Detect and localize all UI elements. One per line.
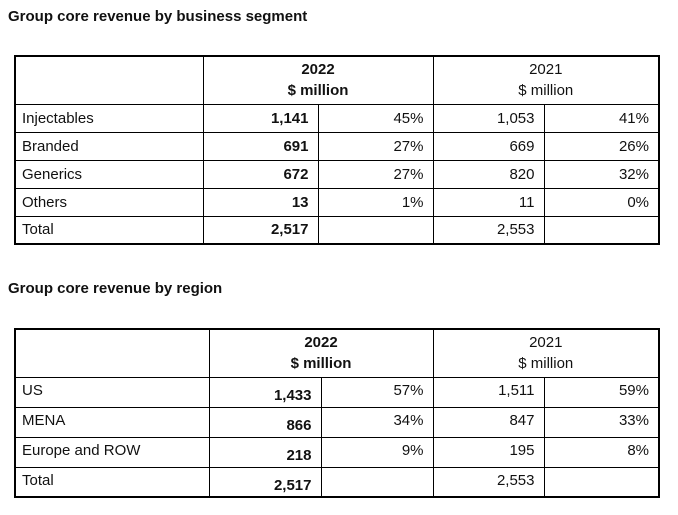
- pct-2021: 33%: [543, 406, 660, 438]
- value-2022: 691: [202, 131, 319, 161]
- segment-label: Branded: [14, 131, 204, 161]
- value-2021: 1,511: [432, 376, 545, 408]
- pct-2021: 32%: [543, 159, 660, 189]
- table-row: Injectables 1,141 45% 1,053 41%: [14, 103, 660, 133]
- value-2021: 847: [432, 406, 545, 438]
- region-label: US: [14, 376, 210, 408]
- region-label: Total: [14, 466, 210, 498]
- value-2021: 1,053: [432, 103, 545, 133]
- pct-2022: 34%: [320, 406, 434, 438]
- value-2022: 1,433: [273, 386, 312, 404]
- pct-2021: [543, 466, 660, 498]
- pct-2022: 27%: [317, 131, 434, 161]
- year-2022-label: 2022: [301, 61, 335, 79]
- col-header-2022: 2022 $ million: [202, 55, 434, 105]
- unit-2022-label: $ million: [290, 355, 352, 373]
- year-2022-label: 2022: [304, 334, 338, 352]
- segment-label: Total: [14, 215, 204, 245]
- total-row: Total 2,517 2,553: [14, 215, 660, 245]
- col-header-2022: 2022 $ million: [208, 328, 434, 378]
- pct-2021: [543, 215, 660, 245]
- revenue-by-segment-table: 2022 $ million 2021 $ million Injectable…: [14, 55, 660, 245]
- table-row: Others 13 1% 11 0%: [14, 187, 660, 217]
- year-2021-label: 2021: [529, 61, 563, 79]
- pct-2022: 1%: [317, 187, 434, 217]
- region-label: MENA: [14, 406, 210, 438]
- value-2022: 13: [202, 187, 319, 217]
- pct-2022: [317, 215, 434, 245]
- region-label: Europe and ROW: [14, 436, 210, 468]
- pct-2022: 57%: [320, 376, 434, 408]
- table-row: Branded 691 27% 669 26%: [14, 131, 660, 161]
- pct-2022: 27%: [317, 159, 434, 189]
- value-2022: 672: [202, 159, 319, 189]
- unit-2021-label: $ million: [518, 355, 574, 373]
- table-row: MENA 866 34% 847 33%: [14, 406, 660, 438]
- table2-title: Group core revenue by region: [8, 280, 223, 297]
- table-row: US 1,433 57% 1,511 59%: [14, 376, 660, 408]
- unit-2021-label: $ million: [518, 82, 574, 100]
- pct-2021: 0%: [543, 187, 660, 217]
- table1-title: Group core revenue by business segment: [8, 8, 308, 25]
- pct-2022: 9%: [320, 436, 434, 468]
- value-2021: 11: [432, 187, 545, 217]
- pct-2021: 26%: [543, 131, 660, 161]
- value-2022: 1,141: [202, 103, 319, 133]
- value-2021: 2,553: [432, 215, 545, 245]
- revenue-by-region-table: 2022 $ million 2021 $ million US 1,433 5…: [14, 328, 660, 498]
- segment-label: Injectables: [14, 103, 204, 133]
- pct-2022: [320, 466, 434, 498]
- col-header-2021: 2021 $ million: [432, 55, 660, 105]
- col-header-2021: 2021 $ million: [432, 328, 660, 378]
- year-2021-label: 2021: [529, 334, 563, 352]
- pct-2021: 8%: [543, 436, 660, 468]
- total-row: Total 2,517 2,553: [14, 466, 660, 498]
- value-2022: 2,517: [202, 215, 319, 245]
- value-2021: 820: [432, 159, 545, 189]
- table-row: Generics 672 27% 820 32%: [14, 159, 660, 189]
- pct-2022: 45%: [317, 103, 434, 133]
- value-2021: 669: [432, 131, 545, 161]
- pct-2021: 59%: [543, 376, 660, 408]
- table-header-row: 2022 $ million 2021 $ million: [14, 55, 660, 105]
- table-row: Europe and ROW 218 9% 195 8%: [14, 436, 660, 468]
- value-2022: 2,517: [273, 476, 312, 494]
- unit-2022-label: $ million: [287, 82, 349, 100]
- pct-2021: 41%: [543, 103, 660, 133]
- value-2022: 218: [286, 446, 312, 464]
- value-2022: 866: [286, 416, 312, 434]
- corner-cell: [14, 55, 204, 105]
- value-2021: 2,553: [432, 466, 545, 498]
- segment-label: Generics: [14, 159, 204, 189]
- table-header-row: 2022 $ million 2021 $ million: [14, 328, 660, 378]
- value-2021: 195: [432, 436, 545, 468]
- segment-label: Others: [14, 187, 204, 217]
- corner-cell: [14, 328, 210, 378]
